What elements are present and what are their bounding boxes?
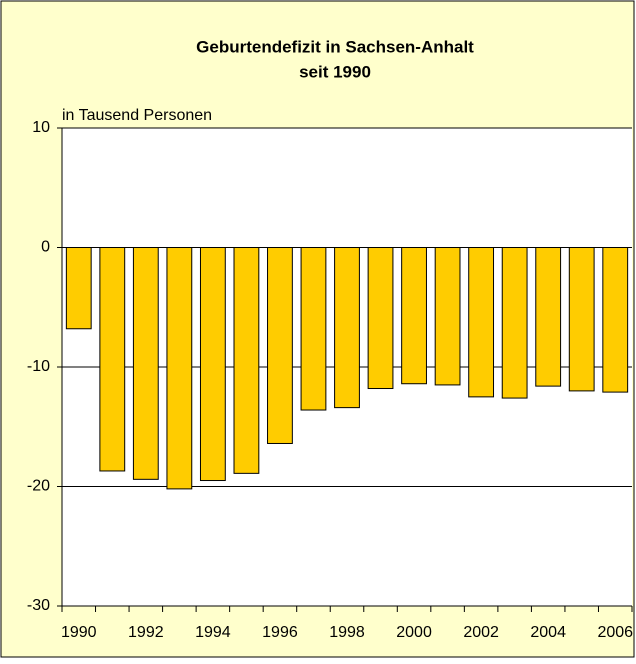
x-tick-label: 1996 (262, 624, 298, 641)
bar (367, 247, 394, 390)
bar (300, 247, 327, 411)
bar (535, 247, 562, 387)
y-tick-label: 0 (41, 239, 50, 256)
y-tick-label: -30 (27, 597, 50, 614)
bar (401, 247, 427, 385)
y-tick-label: 10 (32, 119, 50, 136)
y-tick-label: -10 (27, 358, 50, 375)
bar (132, 247, 159, 480)
x-tick-label: 1998 (329, 624, 365, 641)
chart-title: seit 1990 (299, 62, 371, 81)
bar (334, 247, 360, 409)
bar (99, 247, 126, 472)
x-tick-label: 1990 (61, 624, 97, 641)
y-tick-label: -20 (27, 478, 50, 495)
bar (267, 247, 293, 444)
y-axis-label: in Tausend Personen (62, 107, 212, 124)
bar (434, 247, 461, 386)
bar (468, 247, 495, 398)
x-tick-label: 2002 (463, 624, 499, 641)
bar (233, 247, 260, 474)
bar (602, 247, 629, 393)
chart-title: Geburtendefizit in Sachsen-Anhalt (196, 37, 474, 56)
x-tick-label: 2004 (530, 624, 566, 641)
x-tick-label: 2000 (396, 624, 432, 641)
bar (568, 247, 595, 392)
bar (166, 247, 193, 490)
x-tick-label: 2006 (597, 624, 633, 641)
bar (501, 247, 528, 399)
bar (65, 247, 92, 330)
x-tick-label: 1992 (128, 624, 164, 641)
x-tick-label: 1994 (195, 624, 231, 641)
bar (199, 247, 226, 482)
